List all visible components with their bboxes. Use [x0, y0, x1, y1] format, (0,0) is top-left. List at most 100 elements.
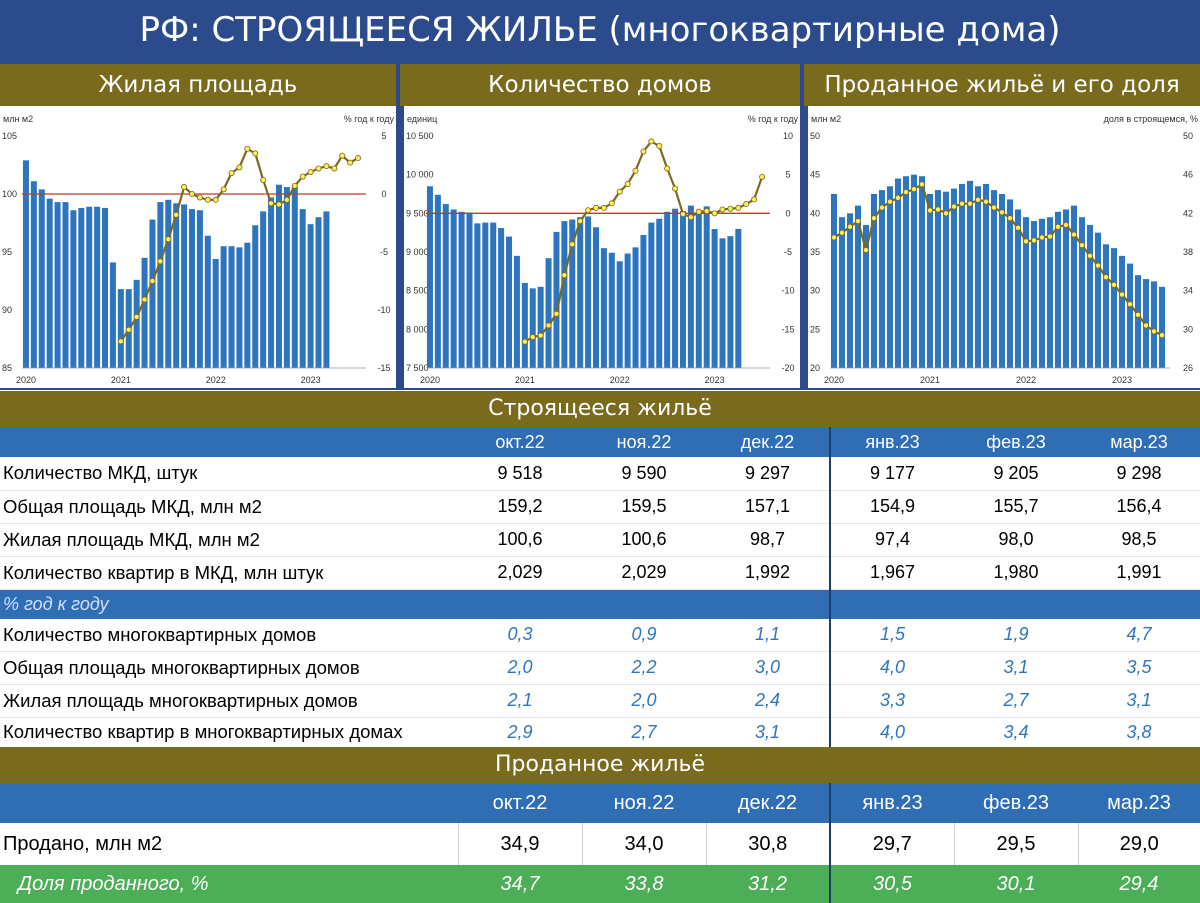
bar [299, 209, 306, 368]
bar [498, 228, 505, 368]
line-point [735, 204, 742, 211]
bar [894, 178, 902, 368]
bar [1134, 275, 1142, 368]
cell: 3,5 [1078, 651, 1200, 685]
left-tick-label: 25 [810, 324, 820, 334]
bar [228, 246, 235, 368]
bar [830, 194, 838, 368]
cell: 33,8 [582, 865, 706, 903]
bar [157, 202, 164, 368]
cell: 1,967 [829, 556, 954, 590]
line-point [1014, 224, 1021, 231]
line-point [1086, 252, 1093, 259]
cell: 100,6 [458, 523, 582, 557]
bar [1022, 217, 1030, 368]
line-point [903, 189, 910, 196]
bar [735, 228, 742, 368]
bar [513, 255, 520, 368]
table-row: Количество квартир в МКД, млн штук 2,029… [0, 556, 1200, 590]
header-empty [0, 427, 458, 457]
month-header: дек.22 [706, 783, 830, 823]
line-point [855, 218, 862, 225]
bar [687, 205, 694, 368]
right-tick-label: -10 [377, 305, 390, 315]
cell: 0,9 [582, 619, 706, 652]
cell: 29,0 [1078, 823, 1200, 865]
bar [1094, 232, 1102, 368]
line-point [196, 194, 203, 201]
line-point [188, 191, 195, 198]
bar [181, 204, 188, 368]
cell: 2,2 [582, 651, 706, 685]
line-point [1030, 237, 1037, 244]
bar [577, 217, 584, 368]
line-point [212, 196, 219, 203]
bar [608, 252, 615, 368]
bar [236, 247, 243, 368]
right-tick-label: 0 [381, 189, 386, 199]
cell: 3,1 [954, 651, 1078, 685]
right-unit-label: % год к году [748, 114, 799, 124]
line-point [830, 234, 837, 241]
line-point [935, 206, 942, 213]
bar [998, 194, 1006, 368]
construction-table: окт.22 ноя.22 дек.22 янв.23 фев.23 мар.2… [0, 427, 1200, 748]
line-point [751, 196, 758, 203]
bar [30, 181, 37, 368]
bar [990, 190, 998, 368]
month-header: мар.23 [1078, 427, 1200, 457]
cell: 155,7 [954, 490, 1078, 524]
left-unit-label: млн м2 [3, 114, 33, 124]
bar [442, 204, 449, 368]
line-point [966, 200, 973, 207]
cell: 98,5 [1078, 523, 1200, 557]
bar [679, 211, 686, 368]
cell: 29,5 [954, 823, 1079, 865]
row-label: Жилая площадь МКД, млн м2 [0, 523, 458, 557]
bar [149, 219, 156, 368]
line-point [244, 145, 251, 152]
left-tick-label: 7 500 [406, 363, 429, 373]
bar [1118, 255, 1126, 368]
line-point [719, 206, 726, 213]
cell: 30,5 [829, 865, 954, 903]
cell: 157,1 [706, 490, 830, 524]
line-point [268, 200, 275, 207]
right-tick-label: 0 [785, 208, 790, 218]
left-unit-label: единиц [407, 114, 437, 124]
cell: 31,2 [706, 865, 830, 903]
bar [165, 199, 172, 368]
bar [1102, 244, 1110, 368]
line-point [1070, 231, 1077, 238]
cell: 3,8 [1078, 717, 1200, 748]
bar [1126, 263, 1134, 368]
bar [117, 289, 124, 368]
cell: 100,6 [582, 523, 706, 557]
bar [307, 224, 314, 368]
cell: 29,7 [829, 823, 955, 865]
left-tick-label: 30 [810, 286, 820, 296]
left-tick-label: 50 [810, 131, 820, 141]
bar [220, 246, 227, 368]
line-point [521, 338, 528, 345]
line-point [1126, 301, 1133, 308]
line-point [911, 186, 918, 193]
x-tick-label: 2020 [824, 375, 844, 385]
bar [188, 209, 196, 368]
left-tick-label: 35 [810, 247, 820, 257]
header-empty [0, 783, 458, 823]
line-point [950, 203, 957, 210]
line-point [275, 201, 282, 208]
line-point [141, 296, 148, 303]
cell: 9 205 [954, 457, 1078, 491]
line-point [1078, 242, 1085, 249]
chart-header-houses: Количество домов [400, 64, 800, 106]
chart-sold-svg: млн м2 доля в строящемся, % 50 45 40 35 30 25 20… [810, 114, 1198, 385]
chart-houses-svg: единиц % год к году 10 500 10 000 9 500 9 000… [406, 114, 799, 385]
bar [966, 180, 974, 368]
bar [315, 217, 322, 368]
cell: 9 297 [706, 457, 830, 491]
line-point [711, 210, 718, 217]
cell: 2,1 [458, 684, 582, 718]
right-tick-label: 26 [1183, 363, 1193, 373]
